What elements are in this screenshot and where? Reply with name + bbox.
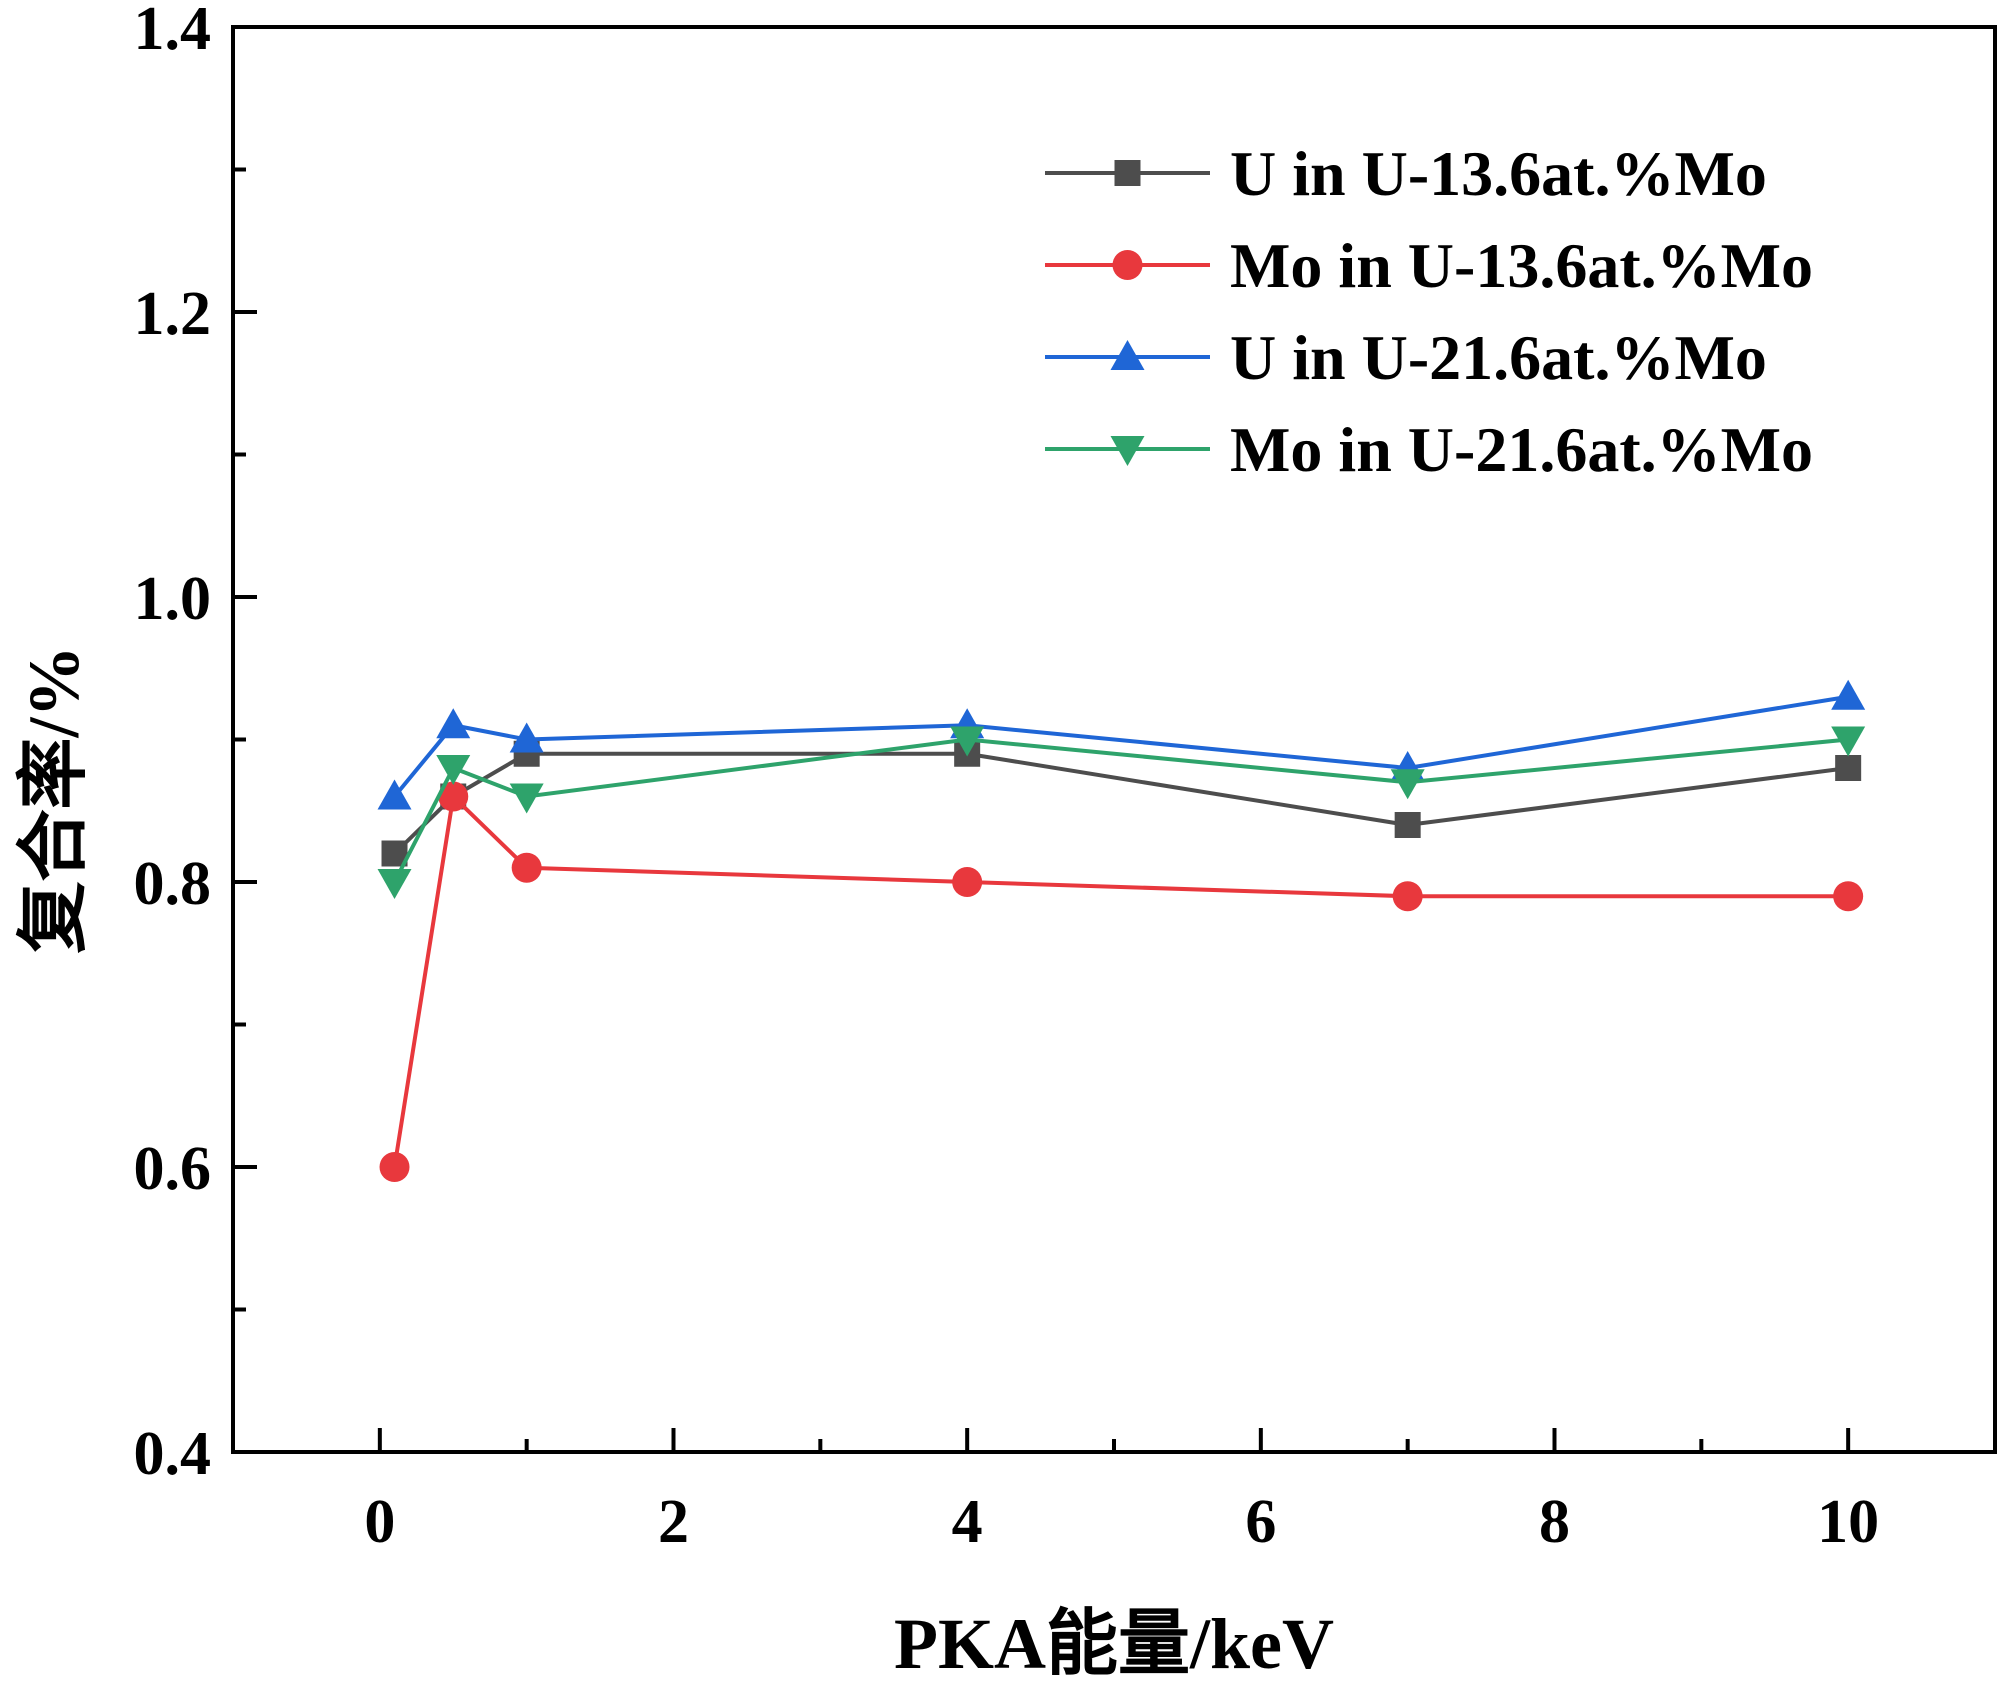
axis-layer: 0 2 4 6 8 10 0.4 0.6 0.8 1.0 1.2 1.4 xyxy=(134,0,1880,1556)
x-tick-label: 4 xyxy=(952,1488,983,1556)
y-tick-label: 1.4 xyxy=(134,0,212,63)
data-point xyxy=(511,852,542,883)
data-point xyxy=(438,781,469,812)
data-point xyxy=(377,869,412,899)
legend-label: Mo in U-21.6at.%Mo xyxy=(1230,414,1813,485)
y-tick-label: 0.6 xyxy=(134,1135,212,1203)
data-point xyxy=(379,1152,410,1182)
y-tick-label: 0.8 xyxy=(134,850,212,918)
y-tick-label: 1.2 xyxy=(134,280,212,348)
x-tick-label: 10 xyxy=(1817,1488,1879,1556)
legend: U in U-13.6at.%Mo Mo in U-13.6at.%Mo U in … xyxy=(1045,138,1813,485)
legend-item: Mo in U-21.6at.%Mo xyxy=(1045,414,1813,485)
x-tick-label: 6 xyxy=(1245,1488,1276,1556)
legend-marker xyxy=(1112,250,1143,280)
data-point xyxy=(436,708,471,739)
legend-label: U in U-21.6at.%Mo xyxy=(1230,322,1767,393)
data-point xyxy=(1392,881,1423,912)
series-2 xyxy=(379,781,1864,1182)
legend-marker xyxy=(1110,340,1145,370)
data-point xyxy=(1835,755,1862,781)
data-point xyxy=(1390,769,1425,800)
legend-marker xyxy=(1114,160,1141,186)
legend-marker xyxy=(1110,436,1145,466)
data-point xyxy=(1394,812,1421,838)
legend-item: U in U-21.6at.%Mo xyxy=(1045,322,1767,393)
data-point xyxy=(950,726,985,757)
legend-label: Mo in U-13.6at.%Mo xyxy=(1230,230,1813,301)
series-4 xyxy=(377,726,1866,899)
y-tick-label: 1.0 xyxy=(134,565,212,633)
y-tick-label: 0.4 xyxy=(134,1420,212,1488)
data-point xyxy=(509,783,544,814)
x-tick-label: 2 xyxy=(658,1488,689,1556)
data-point xyxy=(1831,726,1866,757)
data-point xyxy=(1833,881,1864,912)
data-point xyxy=(436,755,471,785)
legend-item: Mo in U-13.6at.%Mo xyxy=(1045,230,1813,301)
data-point xyxy=(1831,679,1866,710)
y-axis-title: 复合率/% xyxy=(14,645,94,953)
legend-label: U in U-13.6at.%Mo xyxy=(1230,138,1767,209)
data-point xyxy=(509,722,544,753)
legend-item: U in U-13.6at.%Mo xyxy=(1045,138,1767,209)
data-point xyxy=(952,867,983,897)
x-tick-label: 8 xyxy=(1539,1488,1570,1556)
series-line xyxy=(392,792,1849,1168)
series-layer xyxy=(377,679,1866,1182)
x-axis-title: PKA能量/keV xyxy=(894,1604,1334,1679)
data-point xyxy=(377,779,412,810)
series-line xyxy=(392,737,1849,883)
x-tick-label: 0 xyxy=(364,1488,395,1556)
